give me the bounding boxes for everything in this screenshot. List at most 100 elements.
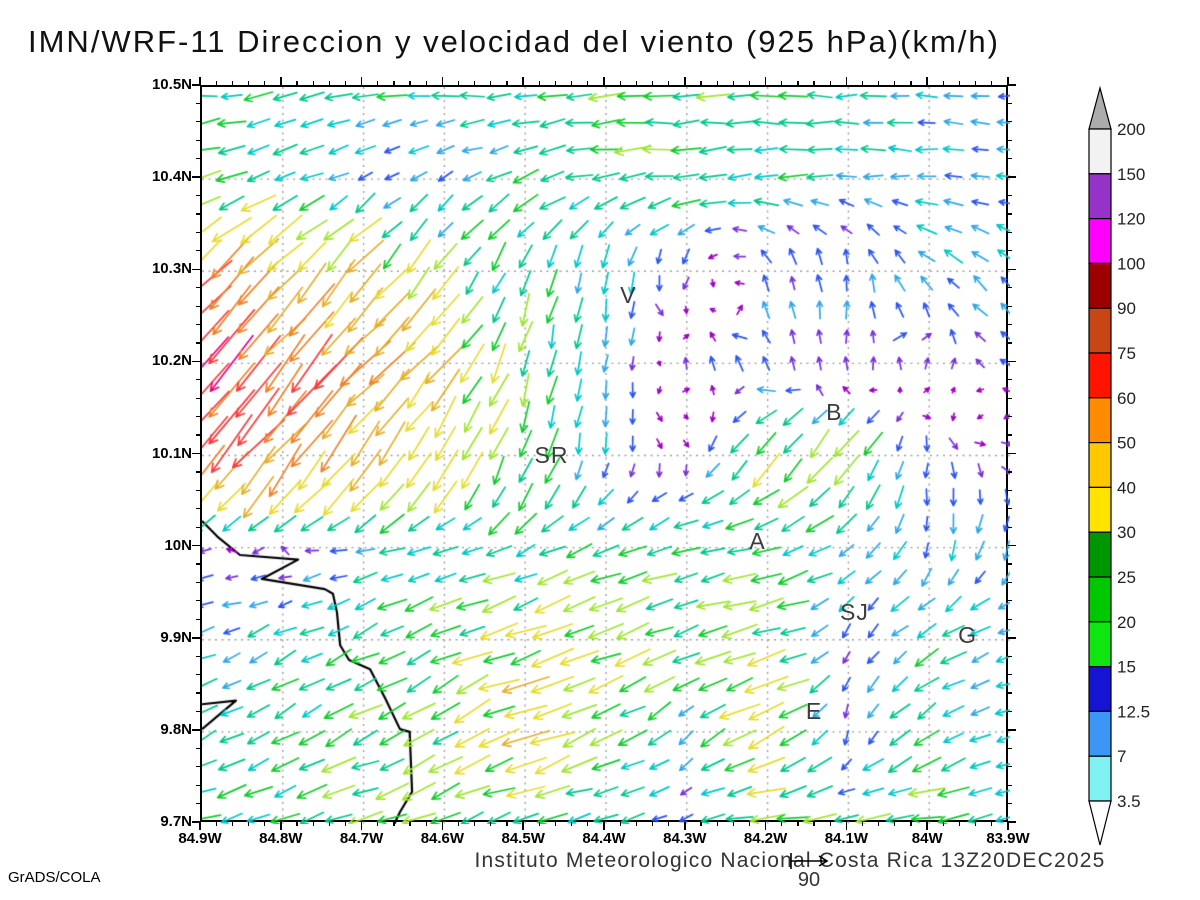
colorbar-under-arrow [1088,800,1112,846]
y-minor-tick [196,121,200,123]
x-minor-tick [878,81,880,85]
y-major-tick [192,637,200,639]
colorbar-tick-label: 30 [1117,523,1136,542]
colorbar-tick-label: 120 [1117,210,1145,229]
x-minor-tick [732,822,734,826]
y-minor-tick [196,563,200,565]
x-minor-tick [215,822,217,826]
y-major-tick [192,176,200,178]
x-minor-tick [748,81,751,85]
x-minor-tick [878,822,880,826]
x-tick-label: 84.9W [178,830,222,847]
y-minor-tick [196,802,200,805]
x-minor-tick [457,81,460,85]
reference-vector-label: 90 [797,869,821,891]
x-minor-tick [506,81,508,85]
x-major-tick [926,822,928,830]
y-major-tick [1008,821,1016,823]
y-minor-tick [1008,305,1012,307]
chart-title: IMN/WRF-11 Direccion y velocidad del vie… [28,24,1000,59]
x-minor-tick [619,81,621,85]
y-major-tick [1008,452,1016,455]
y-minor-tick [1008,581,1012,584]
x-minor-tick [958,822,961,826]
colorbar: 200 150 120 100 90 75 60 50 40 30 25 20 15 12.5 7 3.5 [1088,85,1150,846]
x-minor-tick [393,81,395,85]
y-tick-label: 10N [164,536,192,554]
x-tick-label: 84.8W [259,830,303,847]
colorbar-segment [1088,218,1112,265]
x-minor-tick [829,81,831,85]
x-minor-tick [215,81,217,85]
colorbar-tick-label: 3.5 [1117,792,1141,811]
y-minor-tick [196,102,200,104]
x-minor-tick [991,81,993,85]
x-minor-tick [490,81,492,85]
y-minor-tick [1008,323,1012,326]
y-minor-tick [1008,287,1012,289]
x-minor-tick [991,822,993,826]
colorbar-segment [1088,397,1112,444]
colorbar-tick-label: 25 [1117,568,1136,587]
x-minor-tick [700,81,702,85]
x-minor-tick [344,81,347,85]
y-minor-tick [1008,489,1012,491]
colorbar-segment [1088,621,1112,668]
y-tick-label: 10.5N [151,76,192,93]
y-minor-tick [196,416,200,418]
x-minor-tick [781,81,783,85]
x-minor-tick [797,81,799,85]
x-minor-tick [377,81,379,85]
x-minor-tick [490,822,492,826]
x-minor-tick [538,81,540,85]
x-major-tick [603,77,605,85]
y-minor-tick [1008,416,1012,418]
x-minor-tick [894,822,896,826]
x-minor-tick [668,81,670,85]
x-minor-tick [312,81,314,85]
y-minor-tick [1008,434,1012,436]
colorbar-tick-label: 15 [1117,658,1136,677]
y-minor-tick [196,526,200,528]
x-major-tick [280,822,282,830]
x-major-tick [926,77,928,85]
y-tick-label: 9.7N [160,813,192,830]
y-minor-tick [1008,508,1012,510]
y-minor-tick [1008,213,1012,215]
x-minor-tick [409,822,411,826]
x-major-tick [764,822,767,830]
colorbar-segment [1088,262,1112,309]
y-major-tick [192,452,200,455]
y-minor-tick [196,618,200,620]
wind-vector-field-canvas [202,87,1010,824]
colorbar-segment [1088,307,1112,354]
y-minor-tick [196,655,200,657]
x-minor-tick [425,822,427,826]
plot-frame: V B SR A SJ G E [200,85,1010,824]
colorbar-segment [1088,531,1112,578]
y-minor-tick [196,250,200,252]
station-label-G: G [958,621,978,648]
colorbar-segment [1088,173,1112,220]
x-minor-tick [975,81,977,85]
y-minor-tick [196,397,200,399]
y-minor-tick [1008,397,1012,399]
y-minor-tick [1008,655,1012,657]
y-minor-tick [196,139,200,141]
x-tick-label: 84.4W [582,830,626,847]
x-minor-tick [958,81,961,85]
colorbar-over-arrow [1088,85,1112,130]
y-minor-tick [1008,674,1012,676]
x-major-tick [522,822,524,830]
y-tick-label: 9.8N [160,720,192,738]
x-minor-tick [748,822,751,826]
x-major-tick [199,77,201,85]
y-minor-tick [1008,379,1012,381]
y-minor-tick [196,213,200,215]
colorbar-tick-label: 50 [1117,434,1136,453]
x-tick-label: 84.2W [743,830,788,847]
colorbar-segment [1088,665,1112,712]
station-label-V: V [620,282,637,309]
x-minor-tick [635,822,637,826]
